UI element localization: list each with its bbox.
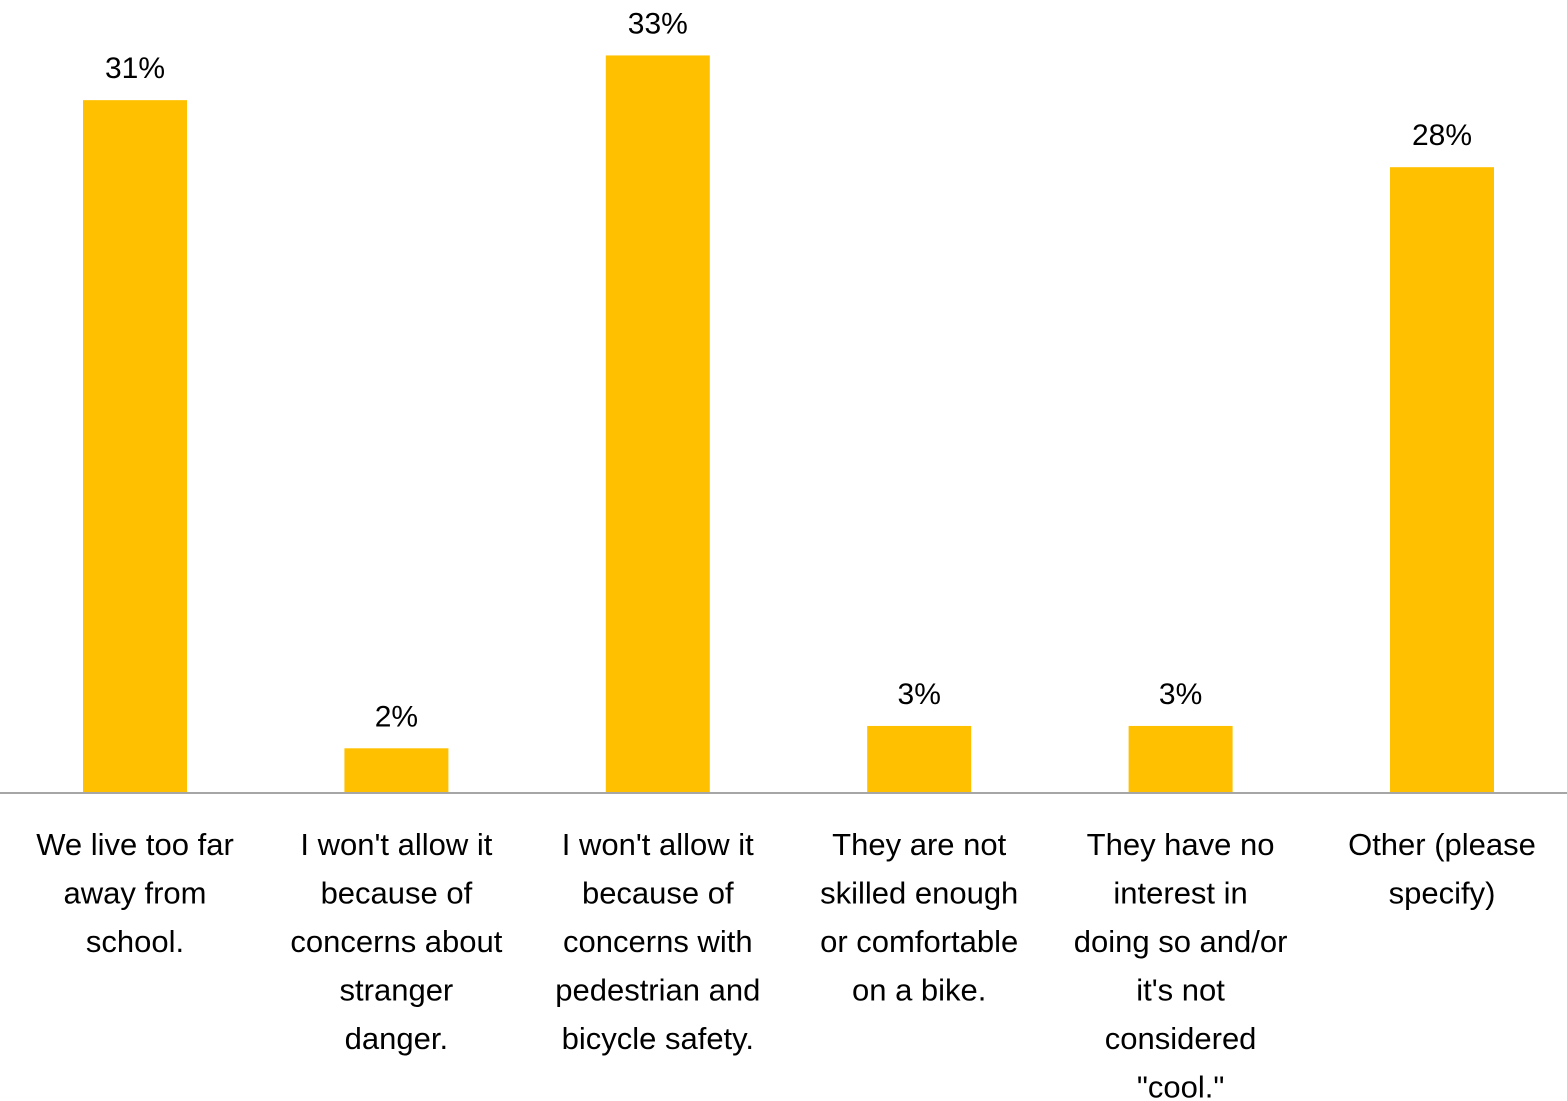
data-label-4: 3% [898, 678, 941, 711]
bar-2 [344, 748, 449, 793]
category-label-line: because of [582, 876, 734, 911]
bar-5 [1128, 725, 1233, 793]
category-label-line: or comfortable [820, 924, 1018, 959]
category-label-line: specify) [1389, 876, 1496, 911]
category-label-line: concerns about [290, 924, 502, 959]
category-label-line: skilled enough [820, 876, 1018, 911]
category-label-line: bicycle safety. [562, 1021, 754, 1056]
category-label-4: They are not skilled enough or comfortable… [820, 827, 1018, 1008]
category-labels-group: We live too far away from school. I won't a… [36, 827, 1536, 1101]
category-label-line: We live too far [36, 827, 234, 862]
category-label-5: They have no interest in doing so and/or it… [1074, 827, 1288, 1101]
category-label-line: concerns with [563, 924, 753, 959]
data-label-2: 2% [375, 700, 418, 733]
category-label-line: Other (please [1348, 827, 1536, 862]
category-label-line: away from [64, 876, 207, 911]
category-label-line: I won't allow it [562, 827, 754, 862]
category-label-3: I won't allow it because of concerns with p… [555, 827, 760, 1056]
category-label-line: considered [1105, 1021, 1257, 1056]
category-label-line: it's not [1136, 973, 1225, 1008]
category-label-line: danger. [345, 1021, 448, 1056]
bar-4 [867, 725, 972, 793]
category-label-line: pedestrian and [555, 973, 760, 1008]
category-label-line: They are not [832, 827, 1006, 862]
data-label-5: 3% [1159, 678, 1202, 711]
bar-6 [1390, 167, 1494, 793]
category-label-line: doing so and/or [1074, 924, 1288, 959]
category-label-line: I won't allow it [300, 827, 492, 862]
value-labels-group: 31% 2% 33% 3% 3% 28% [105, 7, 1472, 733]
category-label-line: because of [321, 876, 473, 911]
category-label-6: Other (please specify) [1348, 827, 1536, 911]
category-label-1: We live too far away from school. [36, 827, 234, 959]
category-label-line: "cool." [1137, 1070, 1225, 1101]
bars-group [83, 55, 1494, 793]
data-label-1: 31% [105, 52, 165, 85]
bar-3 [605, 55, 710, 793]
category-label-line: interest in [1113, 876, 1247, 911]
category-label-line: stranger [340, 973, 454, 1008]
data-label-3: 33% [628, 7, 688, 40]
data-label-6: 28% [1412, 119, 1472, 152]
category-label-line: on a bike. [852, 973, 986, 1008]
bar-1 [83, 100, 187, 793]
category-label-line: They have no [1087, 827, 1275, 862]
category-label-2: I won't allow it because of concerns about… [290, 827, 502, 1056]
category-label-line: school. [86, 924, 184, 959]
